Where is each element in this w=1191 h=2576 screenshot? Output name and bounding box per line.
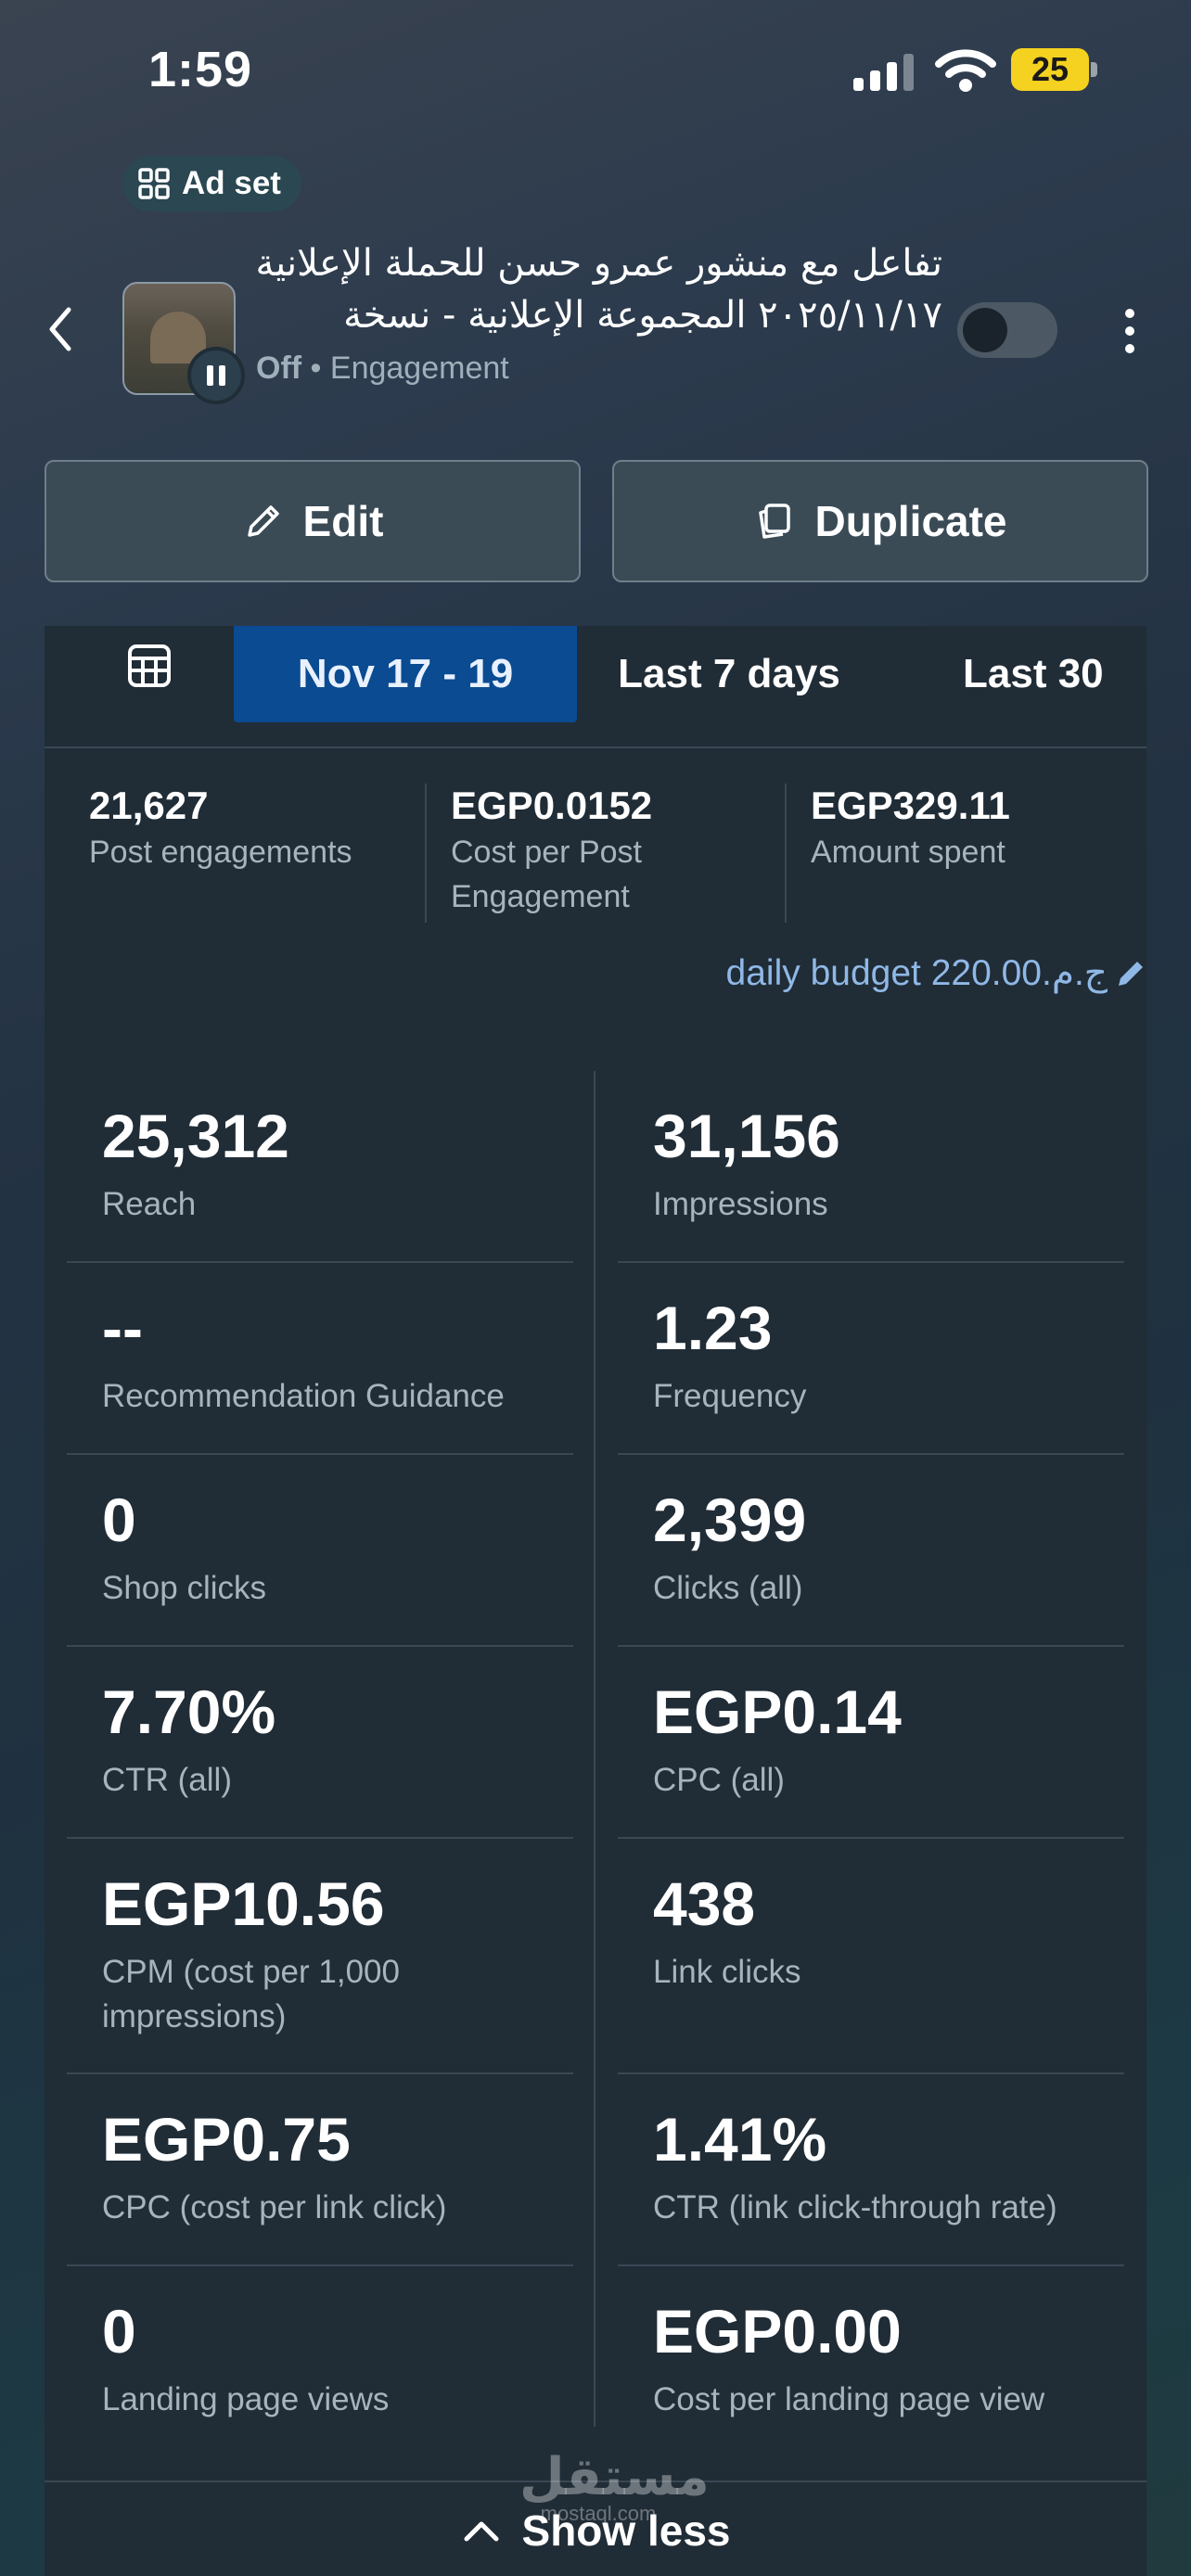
cellular-signal-icon [853,54,914,91]
metric-value: 0 [102,1486,136,1554]
metric-value: EGP0.75 [102,2105,351,2174]
metric-reach: 25,312 Reach [67,1071,573,1263]
summary-value: EGP0.0152 [451,784,653,827]
show-less-label: Show less [521,2506,731,2555]
ad-set-badge-label: Ad set [182,165,281,201]
pencil-icon [1119,961,1143,986]
metric-value: 0 [102,2297,136,2366]
battery-level: 25 [1011,48,1089,91]
chevron-left-icon [49,307,71,351]
metric-value: EGP10.56 [102,1869,385,1938]
ad-set-badge: Ad set [122,156,301,211]
back-button[interactable] [39,297,80,362]
daily-budget-text: daily budget 220.00.ج.م [725,953,1108,993]
show-less-button[interactable]: Show less [45,2480,1146,2576]
date-range-tabs: Nov 17 - 19 Last 7 days Last 30 [45,626,1146,748]
metric-label: Shop clicks [102,1570,267,1606]
status-separator: • [310,351,322,386]
metric-value: 25,312 [102,1102,289,1170]
duplicate-button-label: Duplicate [814,497,1007,545]
metric-label: CPM (cost per 1,000 impressions) [102,1954,400,2034]
metrics-right-column: 31,156 Impressions 1.23 Frequency 2,399 … [618,1071,1124,2458]
metric-frequency: 1.23 Frequency [618,1263,1124,1455]
metric-label: CTR (all) [102,1762,232,1798]
metric-label: Frequency [653,1378,807,1414]
insights-card: Nov 17 - 19 Last 7 days Last 30 21,627 P… [45,626,1146,2576]
battery-icon: 25 [1011,48,1098,91]
metric-cpm: EGP10.56 CPM (cost per 1,000 impressions… [67,1839,573,2074]
watermark-arabic: مستقل [519,2447,710,2507]
metric-label: Clicks (all) [653,1570,803,1606]
metric-label: CPC (all) [653,1762,785,1798]
summary-post-engagements: 21,627 Post engagements [89,782,414,930]
metric-shop-clicks: 0 Shop clicks [67,1455,573,1647]
metric-label: CPC (cost per link click) [102,2189,447,2225]
watermark-latin: mostaql.com [540,2502,657,2525]
metric-value: 7.70% [102,1677,276,1746]
metric-label: Landing page views [102,2381,390,2417]
metric-value: EGP0.14 [653,1677,902,1746]
ad-set-title-line1: تفاعل مع منشور عمرو حسن للحملة الإعلانية [255,242,943,285]
metric-value: 2,399 [653,1486,807,1554]
tab-nov-17-19[interactable]: Nov 17 - 19 [234,626,577,722]
metric-label: CTR (link click-through rate) [653,2189,1057,2225]
watermark-logo: مستقل mostaql.com [519,2447,710,2525]
metric-ctr-all: 7.70% CTR (all) [67,1647,573,1839]
column-divider [594,1071,596,2427]
edit-button-label: Edit [302,497,384,545]
edit-button[interactable]: Edit [45,460,581,582]
metric-label: Cost per landing page view [653,2381,1045,2417]
metric-recommendation-guidance: -- Recommendation Guidance [67,1263,573,1455]
tab-last-7-days[interactable]: Last 7 days [618,651,840,696]
metric-cpc-link: EGP0.75 CPC (cost per link click) [67,2074,573,2266]
metric-label: Impressions [653,1186,828,1222]
summary-label: Cost per Post Engagement [451,835,642,914]
daily-budget-link[interactable]: daily budget 220.00.ج.م [647,952,1146,994]
metric-label: Link clicks [653,1954,801,1990]
metric-value: -- [102,1294,143,1362]
wifi-icon [935,49,996,92]
metric-cost-per-landing-page-view: EGP0.00 Cost per landing page view [618,2266,1124,2458]
tab-last-30[interactable]: Last 30 [963,651,1104,696]
status-time: 1:59 [148,42,253,97]
ad-set-toggle[interactable] [957,302,1057,358]
metric-value: 438 [653,1869,756,1938]
metric-ctr-link: 1.41% CTR (link click-through rate) [618,2074,1124,2266]
metric-value: 1.41% [653,2105,827,2174]
metric-cpc-all: EGP0.14 CPC (all) [618,1647,1124,1839]
metric-clicks-all: 2,399 Clicks (all) [618,1455,1124,1647]
ad-set-title-line2: ٢٠٢٥/١١/١٧ المجموعة الإعلانية - نسخة [343,294,942,337]
divider [425,784,427,923]
duplicate-icon [759,504,791,539]
metrics-left-column: 25,312 Reach -- Recommendation Guidance … [67,1071,573,2458]
metric-link-clicks: 438 Link clicks [618,1839,1124,2074]
metric-landing-page-views: 0 Landing page views [67,2266,573,2458]
ad-set-status: Off • Engagement [256,351,509,387]
table-icon[interactable] [126,643,173,689]
divider [785,784,787,923]
objective-label: Engagement [329,351,509,386]
summary-label: Post engagements [89,835,352,870]
summary-value: EGP329.11 [811,784,1010,827]
status-off-label: Off [256,351,302,386]
metric-label: Reach [102,1186,197,1222]
metric-value: EGP0.00 [653,2297,902,2366]
grid-icon [138,168,170,199]
chevron-up-icon [464,2521,499,2541]
summary-label: Amount spent [811,835,1005,870]
metric-label: Recommendation Guidance [102,1378,505,1414]
metric-value: 31,156 [653,1102,840,1170]
summary-value: 21,627 [89,784,209,827]
summary-amount-spent: EGP329.11 Amount spent [811,782,1126,930]
duplicate-button[interactable]: Duplicate [612,460,1148,582]
metric-value: 1.23 [653,1294,773,1362]
pause-icon [187,347,245,404]
metric-impressions: 31,156 Impressions [618,1071,1124,1263]
more-options-icon[interactable] [1113,299,1146,363]
ad-thumbnail[interactable] [122,282,236,395]
summary-cost-per-engagement: EGP0.0152 Cost per Post Engagement [451,782,766,930]
pencil-icon [247,505,279,537]
